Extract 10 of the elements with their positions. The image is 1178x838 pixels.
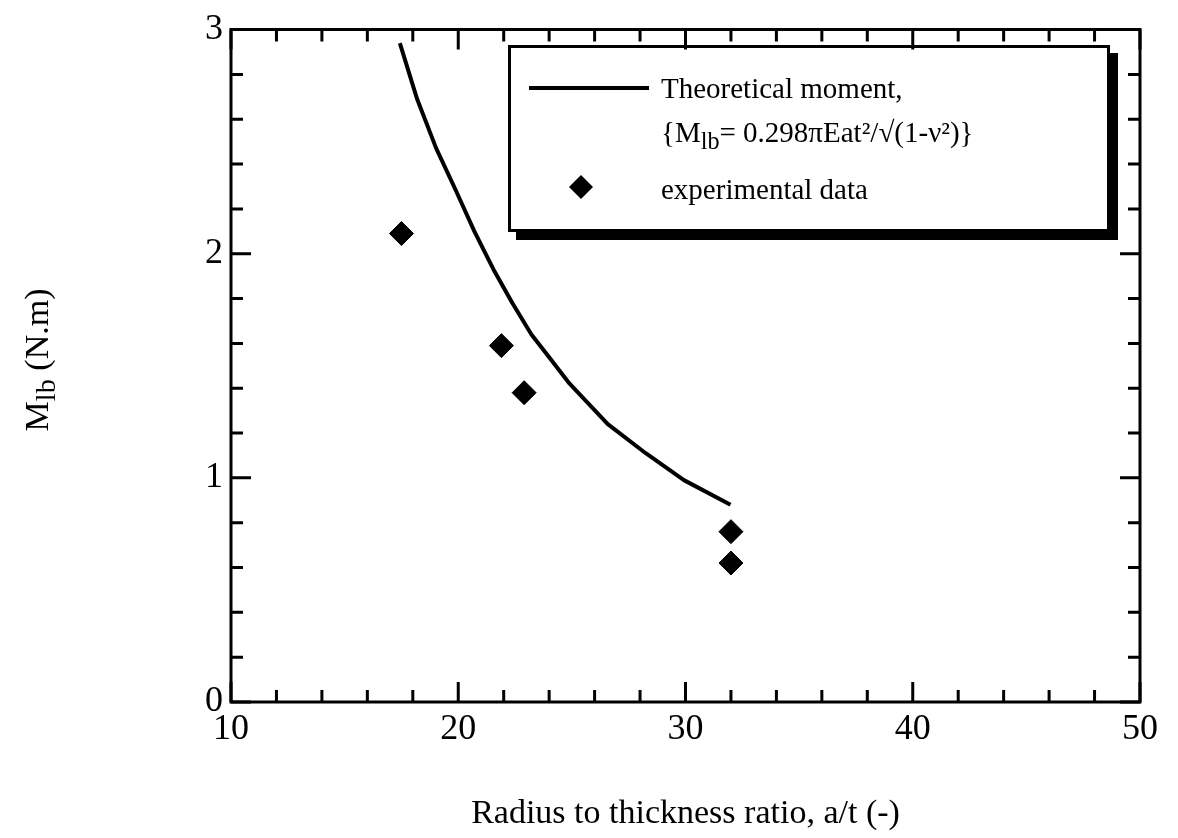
x-tick-label: 50: [1122, 707, 1158, 748]
y-tick-label: 3: [205, 7, 223, 48]
legend-label: experimental data: [661, 171, 868, 207]
x-axis-title: Radius to thickness ratio, a/t (-): [471, 792, 900, 831]
x-tick-label: 30: [667, 707, 704, 748]
legend-label: Theoretical moment, {M$_{lb}$= 0.298πEat²/√(1-ν²)}: [661, 71, 975, 156]
y-tick-label: 1: [205, 455, 223, 496]
x-tick-label: 40: [894, 707, 931, 748]
y-tick-label: 2: [205, 231, 223, 272]
x-tick-label: 20: [440, 707, 477, 748]
